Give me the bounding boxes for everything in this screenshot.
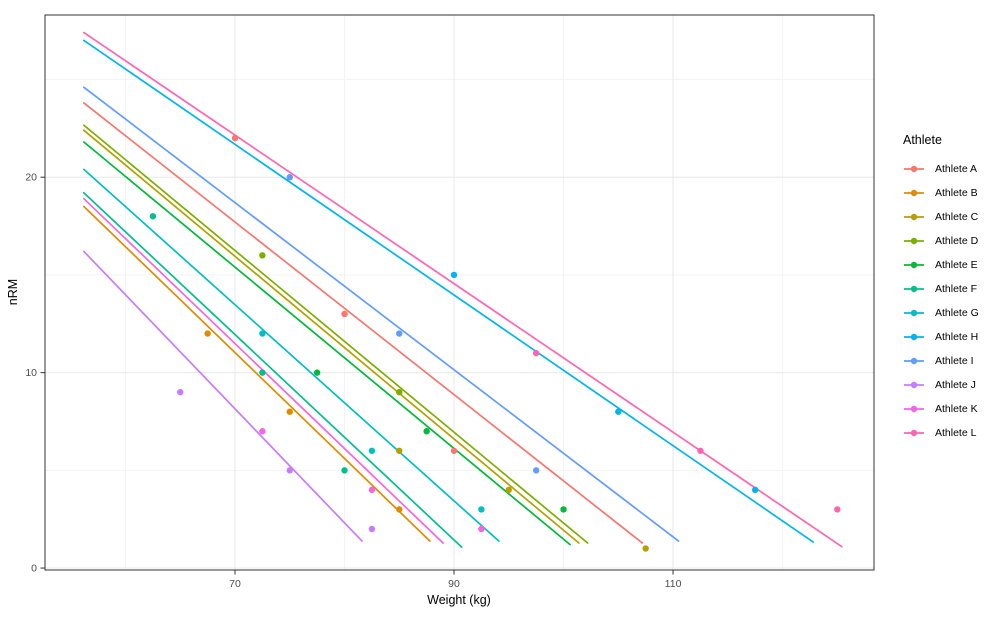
data-point-athlete-k xyxy=(478,525,485,533)
data-point-athlete-a xyxy=(341,310,348,318)
data-point-athlete-a xyxy=(231,134,239,142)
data-point-athlete-a xyxy=(450,447,458,454)
y-tick-label: 20 xyxy=(25,172,37,184)
legend-entry-athlete-a: Athlete A xyxy=(903,157,979,181)
legend-key-glyph xyxy=(904,261,924,269)
legend-key-glyph xyxy=(904,405,924,413)
legend-key-glyph xyxy=(904,309,924,317)
y-tick-label: 0 xyxy=(31,563,37,575)
data-point-athlete-g xyxy=(368,447,376,454)
data-point-athlete-l xyxy=(697,447,704,454)
x-tick-label: 110 xyxy=(665,578,682,590)
legend-key-glyph xyxy=(904,237,924,245)
data-point-athlete-i xyxy=(532,467,540,474)
legend-entry-label: Athlete G xyxy=(935,307,979,319)
trend-line-athlete-a xyxy=(83,102,644,544)
data-point-athlete-f xyxy=(341,467,348,474)
data-point-athlete-j xyxy=(368,525,376,533)
data-point-athlete-c xyxy=(642,545,649,552)
trend-line-athlete-c xyxy=(83,129,580,544)
legend-entry-label: Athlete A xyxy=(935,163,978,175)
legend-entry-label: Athlete B xyxy=(935,187,978,199)
trend-line-athlete-f xyxy=(83,191,463,548)
legend-entry-label: Athlete E xyxy=(935,259,978,271)
data-point-athlete-f xyxy=(149,213,157,220)
legend-entry-label: Athlete L xyxy=(935,427,977,439)
legend-entry-label: Athlete F xyxy=(935,283,978,295)
legend-entry-athlete-c: Athlete C xyxy=(903,205,979,229)
legend-entry-athlete-f: Athlete F xyxy=(903,277,979,301)
data-point-athlete-h xyxy=(751,486,759,494)
y-tick-label: 10 xyxy=(25,367,37,379)
legend-entry-athlete-d: Athlete D xyxy=(903,229,979,253)
legend-key-glyph xyxy=(904,429,924,437)
legend-key-glyph xyxy=(904,357,924,365)
data-point-athlete-j xyxy=(177,388,184,396)
legend-entry-label: Athlete J xyxy=(935,379,976,391)
trend-line-athlete-j xyxy=(83,250,363,542)
data-point-athlete-d xyxy=(259,252,266,259)
data-point-athlete-e xyxy=(423,428,430,435)
trend-line-athlete-i xyxy=(83,86,680,542)
x-tick-label: 90 xyxy=(448,578,460,590)
trend-line-athlete-d xyxy=(83,124,589,544)
legend-entry-label: Athlete D xyxy=(935,235,979,247)
legend-entry-athlete-b: Athlete B xyxy=(903,181,979,205)
legend-entry-athlete-h: Athlete H xyxy=(903,325,979,349)
legend-key-glyph xyxy=(904,189,924,197)
legend-entry-label: Athlete I xyxy=(935,355,974,367)
legend: Athlete Athlete A Athlete B Athlete C Athle… xyxy=(903,133,979,445)
data-point-athlete-c xyxy=(505,486,512,494)
legend-entry-athlete-e: Athlete E xyxy=(903,253,979,277)
trend-line-athlete-g xyxy=(83,168,500,542)
data-point-athlete-h xyxy=(450,271,458,279)
data-point-athlete-i xyxy=(396,330,403,337)
legend-entry-athlete-i: Athlete I xyxy=(903,349,979,373)
legend-title: Athlete xyxy=(903,133,942,147)
data-point-athlete-b xyxy=(204,330,211,337)
data-point-athlete-d xyxy=(396,388,403,396)
data-point-athlete-b xyxy=(396,506,403,513)
trend-line-athlete-l xyxy=(83,31,843,548)
data-point-athlete-i xyxy=(286,174,293,181)
data-point-athlete-e xyxy=(560,506,567,513)
data-point-athlete-g xyxy=(478,506,485,513)
legend-entry-label: Athlete C xyxy=(935,211,979,223)
data-point-athlete-h xyxy=(615,408,622,415)
trend-line-athlete-h xyxy=(83,39,815,543)
data-point-athlete-j xyxy=(286,467,293,474)
data-point-athlete-l xyxy=(532,349,540,357)
data-point-athlete-f xyxy=(259,369,266,376)
legend-entry-athlete-g: Athlete G xyxy=(903,301,979,325)
legend-key-glyph xyxy=(904,213,924,221)
trend-line-athlete-b xyxy=(83,205,431,542)
data-point-athlete-b xyxy=(286,408,293,415)
x-tick-label: 70 xyxy=(229,578,241,590)
trend-line-athlete-e xyxy=(83,141,571,546)
panel-border xyxy=(44,14,875,571)
legend-entries: Athlete A Athlete B Athlete C Athlete D Athl… xyxy=(903,157,979,445)
data-point-athlete-k xyxy=(368,486,376,494)
legend-entry-label: Athlete K xyxy=(935,403,978,415)
legend-key-glyph xyxy=(904,165,924,173)
data-point-athlete-c xyxy=(396,447,403,454)
legend-key-glyph xyxy=(904,333,924,341)
data-point-athlete-g xyxy=(259,330,266,337)
legend-entry-athlete-k: Athlete K xyxy=(903,397,979,421)
data-point-athlete-e xyxy=(313,369,321,376)
data-point-athlete-k xyxy=(259,428,266,435)
legend-key-glyph xyxy=(904,381,924,389)
legend-key-glyph xyxy=(904,285,924,293)
x-axis-title: Weight (kg) xyxy=(427,593,491,607)
legend-entry-athlete-j: Athlete J xyxy=(903,373,979,397)
legend-entry-athlete-l: Athlete L xyxy=(903,421,979,445)
legend-entry-label: Athlete H xyxy=(935,331,979,343)
y-axis-title: nRM xyxy=(6,278,20,306)
data-point-athlete-l xyxy=(834,506,841,513)
